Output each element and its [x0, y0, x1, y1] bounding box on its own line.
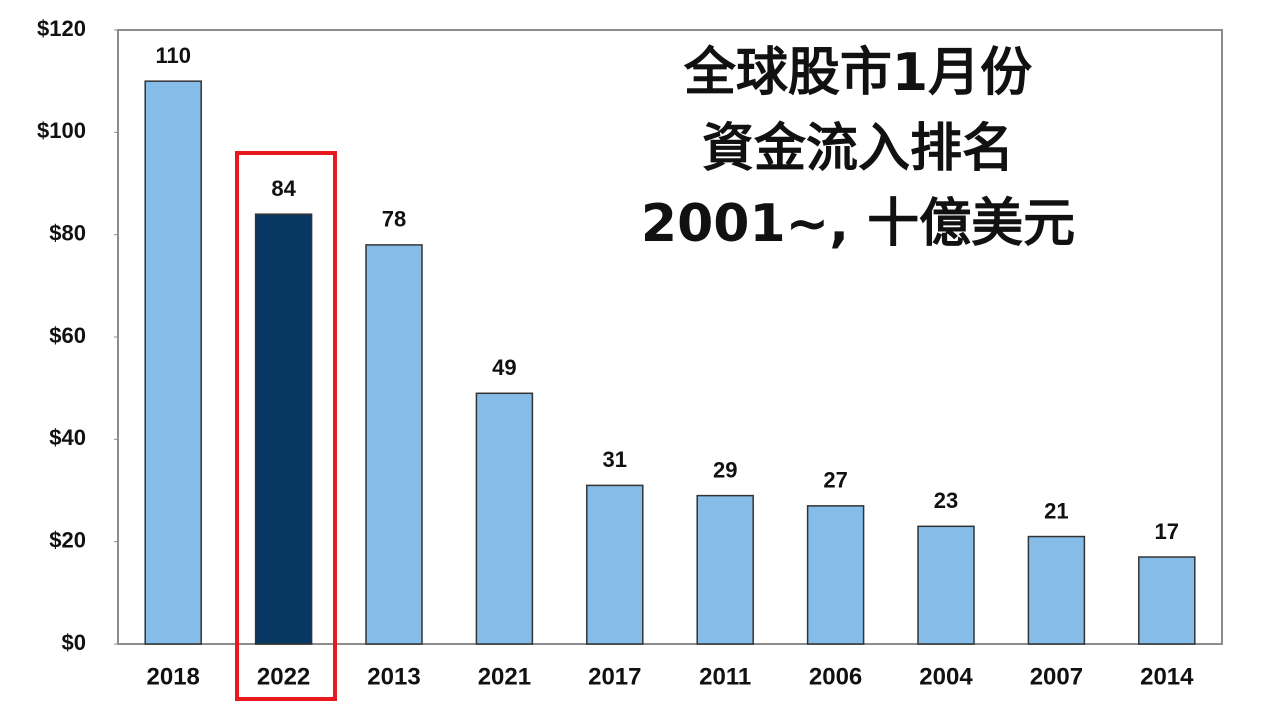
bar — [586, 484, 644, 645]
bar — [696, 494, 754, 645]
value-label: 78 — [382, 207, 406, 232]
x-tick-label: 2006 — [809, 663, 862, 690]
bar — [254, 213, 313, 645]
y-tick-label: $80 — [49, 220, 86, 245]
x-tick-label: 2021 — [478, 663, 531, 690]
y-tick-label: $20 — [49, 527, 86, 552]
highlight-box — [235, 151, 337, 701]
value-label: 49 — [492, 355, 516, 380]
y-tick-label: $0 — [62, 630, 86, 655]
bar — [475, 392, 534, 645]
bar — [806, 505, 865, 645]
y-tick-label: $120 — [37, 16, 86, 41]
bar — [917, 525, 975, 645]
x-tick-label: 2013 — [367, 663, 420, 690]
value-label: 31 — [603, 447, 627, 472]
value-label: 23 — [934, 488, 958, 513]
x-tick-label: 2022 — [257, 663, 310, 690]
bar — [1027, 535, 1086, 645]
y-tick-label: $60 — [49, 323, 86, 348]
value-label: 27 — [823, 468, 847, 493]
bar — [365, 244, 423, 645]
y-tick-label: $40 — [49, 425, 86, 450]
x-tick-label: 2004 — [919, 663, 973, 690]
x-tick-label: 2017 — [588, 663, 641, 690]
x-tick-label: 2014 — [1140, 663, 1194, 690]
bar — [144, 80, 202, 645]
value-label: 110 — [155, 43, 191, 68]
bar — [1138, 556, 1196, 645]
x-tick-label: 2018 — [147, 663, 200, 690]
x-tick-label: 2011 — [699, 663, 751, 690]
value-label: 29 — [713, 457, 737, 482]
value-label: 21 — [1044, 498, 1068, 523]
value-label: 84 — [271, 176, 296, 201]
chart-title: 2001~, 十億美元 — [641, 194, 1075, 254]
marks: $0 $20 $40 $60 $80 $100 $120 2018 110 2022 84 2013 7… — [37, 16, 1196, 690]
y-tick-label: $100 — [37, 118, 86, 143]
chart-title: 資金流入排名 — [702, 119, 1014, 179]
chart-title: 全球股市1月份 — [683, 43, 1032, 103]
x-tick-label: 2007 — [1030, 663, 1083, 690]
value-label: 17 — [1155, 519, 1179, 544]
